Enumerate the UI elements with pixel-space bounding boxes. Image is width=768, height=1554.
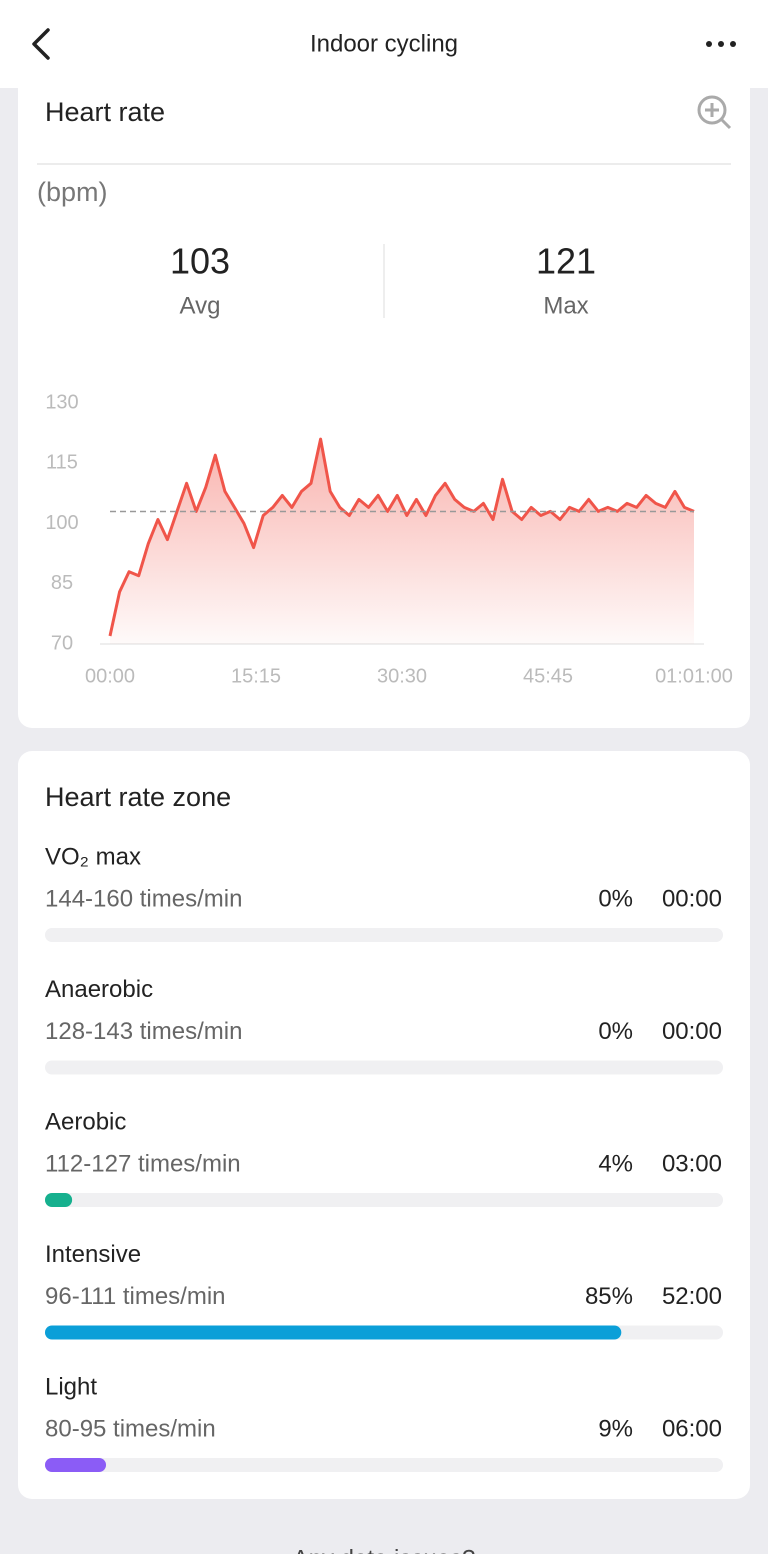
zone-name: VO₂ max <box>45 843 141 870</box>
zone-percent: 85% <box>585 1283 633 1310</box>
zone-track <box>45 1060 723 1075</box>
zone-time: 00:00 <box>662 885 722 912</box>
zone-percent: 4% <box>598 1150 633 1177</box>
x-tick-label: 30:30 <box>377 665 427 687</box>
zone-name: Light <box>45 1373 97 1400</box>
stat-value: 103 <box>170 241 230 282</box>
zone-bar <box>45 1458 107 1472</box>
card-title: Heart rate zone <box>45 782 231 812</box>
zone-name: Intensive <box>45 1241 141 1268</box>
zoom-button[interactable] <box>697 95 732 130</box>
zone-bar <box>45 1193 73 1207</box>
zone-range: 128-143 times/min <box>45 1018 242 1045</box>
zone-track <box>45 1458 723 1472</box>
zone-range: 112-127 times/min <box>45 1150 241 1177</box>
zone-range: 96-111 times/min <box>45 1283 226 1310</box>
unit-label: (bpm) <box>37 177 108 207</box>
x-tick-label: 45:45 <box>523 665 573 687</box>
zone-name: Aerobic <box>45 1108 126 1135</box>
zone-track <box>45 1193 723 1207</box>
y-tick-label: 70 <box>51 632 73 654</box>
y-tick-label: 85 <box>51 572 73 594</box>
stat-value: 121 <box>536 241 596 282</box>
zone-percent: 0% <box>598 1018 633 1045</box>
y-tick-label: 100 <box>45 512 78 534</box>
zone-time: 00:00 <box>662 1018 722 1045</box>
stat-label: Avg <box>180 292 221 319</box>
more-button[interactable] <box>706 41 736 47</box>
zone-time: 52:00 <box>662 1283 722 1310</box>
stat-label: Max <box>543 292 588 319</box>
area <box>110 439 694 644</box>
x-tick-label: 01:01:00 <box>655 665 733 687</box>
zone-range: 80-95 times/min <box>45 1415 216 1442</box>
footer-link[interactable]: Any data issues? <box>293 1545 476 1554</box>
page-title: Indoor cycling <box>310 30 458 57</box>
x-tick-label: 00:00 <box>85 665 135 687</box>
zone-track <box>45 928 723 942</box>
zone-time: 03:00 <box>662 1150 722 1177</box>
card-title: Heart rate <box>45 97 165 127</box>
zone-bar <box>45 1325 622 1340</box>
back-button[interactable] <box>32 28 50 60</box>
top-bar <box>0 0 768 88</box>
zone-percent: 9% <box>598 1415 633 1442</box>
zone-time: 06:00 <box>662 1415 722 1442</box>
zone-range: 144-160 times/min <box>45 885 242 912</box>
zone-name: Anaerobic <box>45 976 153 1003</box>
y-tick-label: 115 <box>46 452 78 474</box>
x-tick-label: 15:15 <box>231 665 281 687</box>
zone-percent: 0% <box>598 885 633 912</box>
line <box>108 437 695 637</box>
y-tick-label: 130 <box>45 391 78 413</box>
